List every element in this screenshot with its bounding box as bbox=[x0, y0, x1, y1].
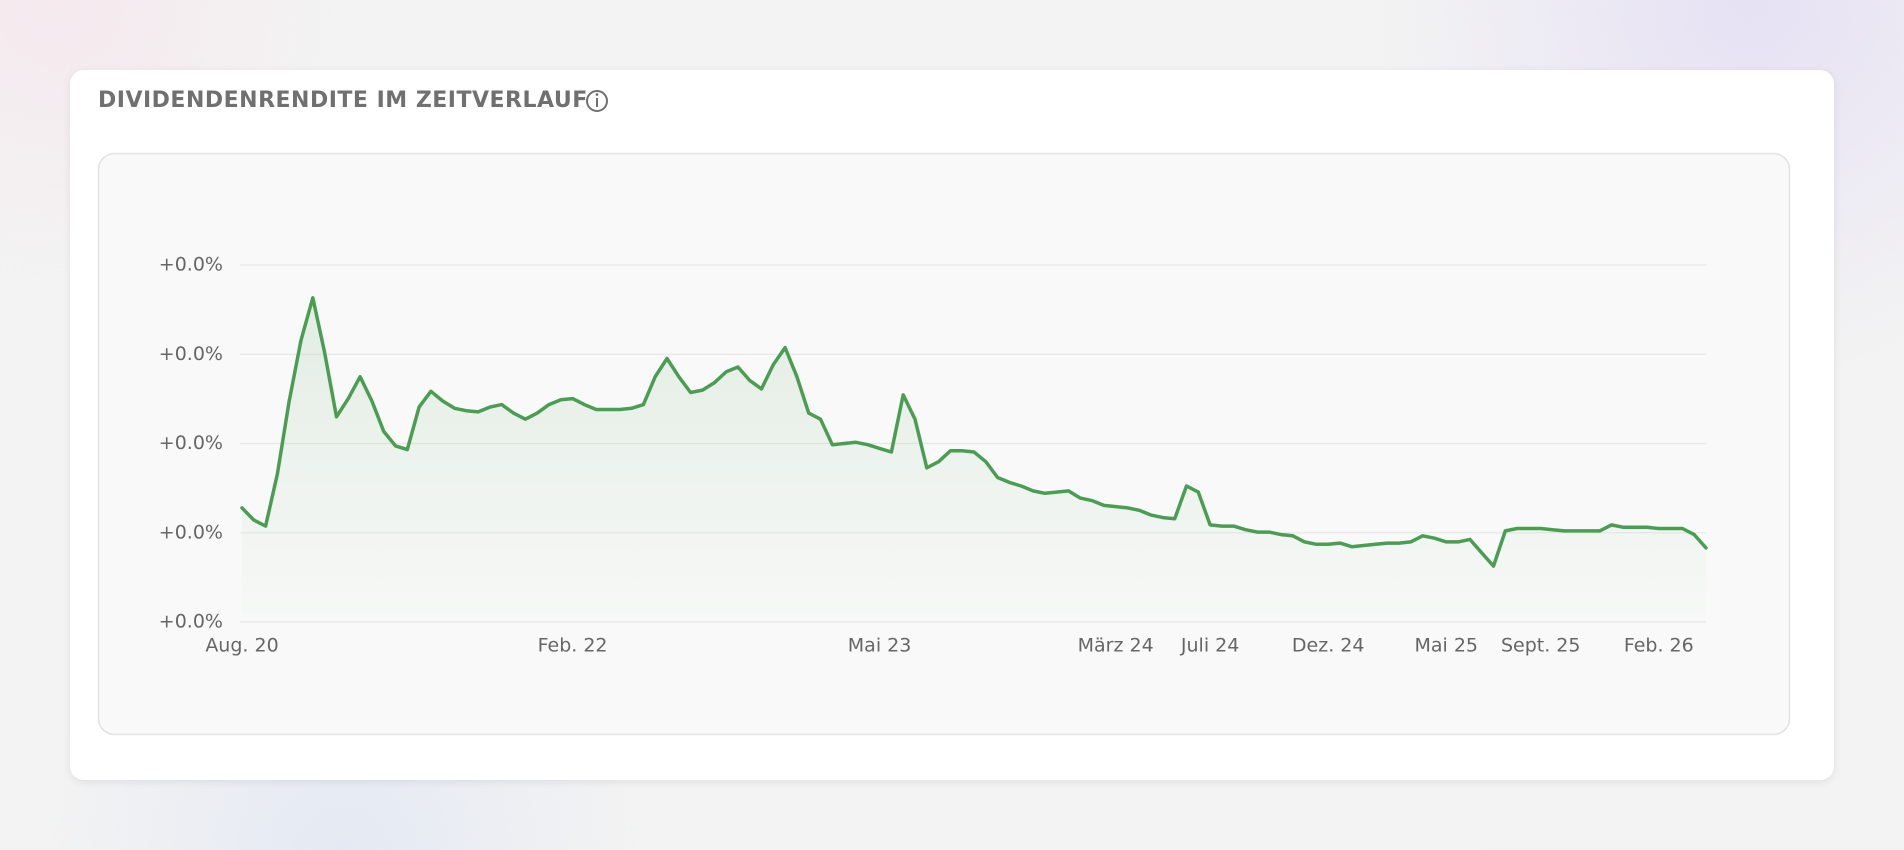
line bbox=[240, 296, 1708, 568]
x-tick-label: Sept. 25 bbox=[1501, 635, 1581, 657]
x-tick-label: Juli 24 bbox=[1180, 635, 1239, 657]
x-tick-label: Feb. 26 bbox=[1624, 635, 1694, 657]
y-tick-label: +0.0% bbox=[159, 521, 223, 543]
x-tick-label: Aug. 20 bbox=[205, 635, 278, 657]
x-tick-label: Mai 25 bbox=[1414, 635, 1478, 657]
y-tick-label: +0.0% bbox=[159, 432, 223, 454]
x-tick-label: Mai 23 bbox=[848, 635, 912, 657]
area-fill bbox=[242, 297, 1706, 622]
info-icon[interactable] bbox=[586, 90, 608, 112]
chart-title: DIVIDENDENRENDITE IM ZEITVERLAUF bbox=[98, 88, 588, 113]
y-tick-label: +0.0% bbox=[159, 611, 223, 633]
x-tick-label: März 24 bbox=[1078, 635, 1154, 657]
y-tick-label: +0.0% bbox=[159, 254, 223, 276]
x-tick-label: Dez. 24 bbox=[1292, 635, 1365, 657]
x-tick-label: Feb. 22 bbox=[538, 635, 608, 657]
y-tick-label: +0.0% bbox=[159, 343, 223, 365]
